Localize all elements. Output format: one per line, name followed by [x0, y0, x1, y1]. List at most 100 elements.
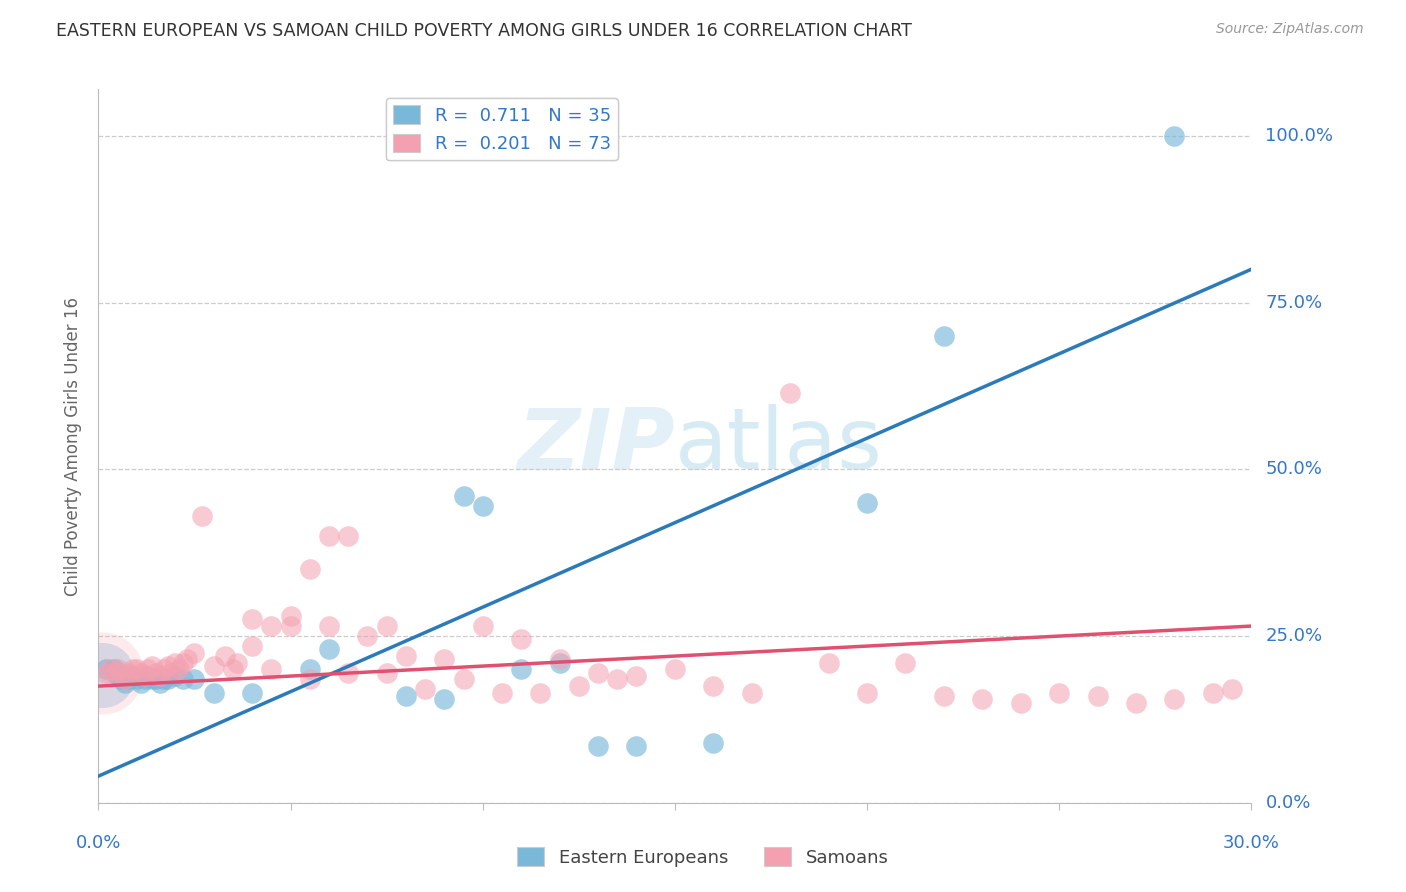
Point — [240, 639, 263, 653]
Point — [1220, 682, 1243, 697]
Point — [1202, 686, 1225, 700]
Text: 25.0%: 25.0% — [1265, 627, 1323, 645]
Point — [1087, 689, 1109, 703]
Point — [260, 662, 283, 676]
Point — [356, 629, 378, 643]
Text: 100.0%: 100.0% — [1265, 127, 1333, 145]
Point — [318, 529, 340, 543]
Point — [280, 609, 302, 624]
Point — [856, 686, 879, 700]
Text: ZIP: ZIP — [517, 404, 675, 488]
Point — [118, 673, 141, 687]
Point — [183, 646, 205, 660]
Point — [118, 665, 141, 680]
Point — [298, 562, 321, 576]
Point — [122, 662, 145, 676]
Point — [1163, 692, 1185, 706]
Point — [225, 656, 247, 670]
Point — [433, 652, 456, 666]
Point — [125, 673, 148, 687]
Point — [395, 649, 418, 664]
Point — [972, 692, 994, 706]
Point — [626, 739, 648, 753]
Point — [894, 656, 917, 670]
Point — [91, 666, 114, 681]
Point — [110, 673, 132, 687]
Point — [298, 673, 321, 687]
Point — [122, 669, 145, 683]
Point — [375, 665, 398, 680]
Point — [664, 662, 686, 676]
Point — [114, 673, 136, 687]
Point — [1047, 686, 1070, 700]
Text: 75.0%: 75.0% — [1265, 293, 1323, 311]
Point — [586, 739, 609, 753]
Point — [172, 656, 194, 670]
Point — [152, 673, 174, 687]
Point — [141, 673, 163, 687]
Point — [298, 662, 321, 676]
Point — [626, 669, 648, 683]
Point — [165, 669, 187, 683]
Point — [453, 673, 475, 687]
Point — [1163, 128, 1185, 143]
Point — [202, 659, 225, 673]
Point — [702, 736, 724, 750]
Point — [138, 669, 160, 683]
Point — [134, 673, 156, 687]
Point — [160, 665, 183, 680]
Point — [191, 509, 214, 524]
Point — [606, 673, 628, 687]
Point — [110, 665, 132, 680]
Point — [586, 665, 609, 680]
Point — [932, 689, 955, 703]
Point — [337, 529, 360, 543]
Point — [433, 692, 456, 706]
Point — [568, 679, 591, 693]
Point — [165, 656, 187, 670]
Point — [176, 652, 198, 666]
Text: 0.0%: 0.0% — [76, 834, 121, 852]
Point — [214, 649, 236, 664]
Point — [129, 675, 152, 690]
Point — [129, 665, 152, 680]
Point — [145, 665, 167, 680]
Text: 0.0%: 0.0% — [1265, 794, 1310, 812]
Point — [318, 642, 340, 657]
Point — [741, 686, 763, 700]
Point — [91, 667, 114, 681]
Point — [167, 662, 190, 676]
Point — [817, 656, 839, 670]
Text: 50.0%: 50.0% — [1265, 460, 1322, 478]
Point — [337, 665, 360, 680]
Y-axis label: Child Poverty Among Girls Under 16: Child Poverty Among Girls Under 16 — [65, 296, 83, 596]
Point — [1010, 696, 1032, 710]
Point — [548, 652, 571, 666]
Point — [103, 662, 125, 676]
Point — [280, 619, 302, 633]
Point — [149, 675, 172, 690]
Point — [114, 675, 136, 690]
Point — [98, 662, 121, 676]
Point — [240, 612, 263, 626]
Point — [107, 669, 129, 683]
Point — [156, 659, 179, 673]
Point — [149, 669, 172, 683]
Point — [156, 673, 179, 687]
Point — [529, 686, 551, 700]
Point — [141, 659, 163, 673]
Point — [491, 686, 513, 700]
Point — [779, 385, 801, 400]
Point — [107, 662, 129, 676]
Point — [1125, 696, 1147, 710]
Point — [172, 673, 194, 687]
Point — [375, 619, 398, 633]
Point — [471, 499, 494, 513]
Point — [134, 669, 156, 683]
Point — [395, 689, 418, 703]
Text: Source: ZipAtlas.com: Source: ZipAtlas.com — [1216, 22, 1364, 37]
Point — [856, 496, 879, 510]
Point — [260, 619, 283, 633]
Point — [453, 489, 475, 503]
Point — [510, 662, 533, 676]
